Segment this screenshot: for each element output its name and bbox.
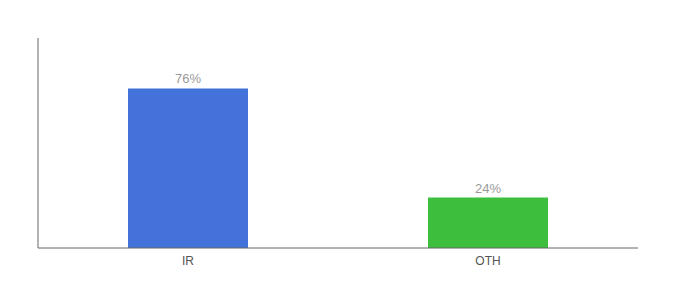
- svg-text:OTH: OTH: [475, 254, 500, 268]
- svg-text:76%: 76%: [175, 71, 201, 86]
- svg-text:24%: 24%: [475, 181, 501, 196]
- svg-text:IR: IR: [182, 254, 194, 268]
